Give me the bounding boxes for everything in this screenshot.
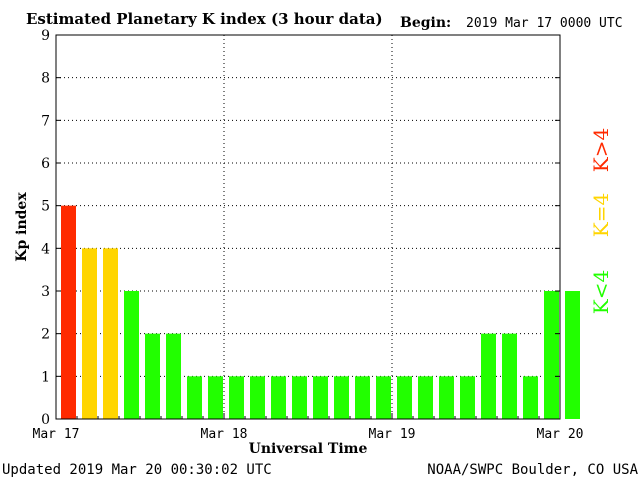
legend-k-greater-4: K>4 — [589, 128, 613, 172]
y-axis-ticks: 0 1 2 3 4 5 6 7 8 9 — [41, 28, 560, 428]
kp-bar — [292, 376, 307, 419]
x-tick-label: Mar 18 — [201, 427, 248, 442]
y-tick-label: 0 — [41, 412, 50, 428]
grid-lines — [56, 35, 560, 419]
kp-bar — [439, 376, 454, 419]
x-tick-label: Mar 20 — [537, 427, 584, 442]
source-credit: NOAA/SWPC Boulder, CO USA — [427, 462, 638, 478]
updated-timestamp: Updated 2019 Mar 20 00:30:02 UTC — [2, 462, 272, 478]
chart-title: Estimated Planetary K index (3 hour data… — [26, 10, 383, 28]
legend: K>4 K=4 K<4 — [589, 128, 613, 314]
kp-bar — [229, 376, 244, 419]
y-tick-label: 2 — [41, 327, 50, 343]
begin-label: Begin: — [400, 15, 451, 31]
x-axis-ticks: Mar 17 Mar 18 Mar 19 Mar 20 — [33, 413, 584, 442]
kp-bar — [103, 248, 118, 419]
x-tick-label: Mar 19 — [369, 427, 416, 442]
y-tick-label: 5 — [41, 199, 50, 215]
x-tick-label: Mar 17 — [33, 427, 80, 442]
kp-bar — [271, 376, 286, 419]
y-tick-label: 9 — [41, 28, 50, 44]
bars — [61, 205, 580, 419]
kp-bar — [334, 376, 349, 419]
plot-frame — [55, 34, 561, 420]
kp-bar — [124, 291, 139, 419]
y-tick-label: 7 — [41, 113, 50, 129]
kp-bar — [313, 376, 328, 419]
kp-bar — [355, 376, 370, 419]
y-tick-label: 3 — [41, 284, 50, 300]
kp-bar — [61, 205, 76, 419]
kp-bar — [397, 376, 412, 419]
kp-bar — [565, 291, 580, 419]
y-axis-label: Kp index — [14, 192, 30, 262]
kp-bar — [376, 376, 391, 419]
kp-bar — [145, 333, 160, 419]
kp-bar — [208, 376, 223, 419]
x-axis-label: Universal Time — [249, 441, 368, 457]
kp-bar — [460, 376, 475, 419]
kp-bar — [250, 376, 265, 419]
kp-bar — [502, 333, 517, 419]
kp-bar — [166, 333, 181, 419]
kp-bar — [481, 333, 496, 419]
begin-value: 2019 Mar 17 0000 UTC — [466, 16, 623, 31]
kp-bar — [523, 376, 538, 419]
kp-bar — [544, 291, 559, 419]
y-tick-label: 8 — [41, 71, 50, 87]
legend-k-less-4: K<4 — [589, 270, 613, 314]
kp-bar — [187, 376, 202, 419]
y-tick-label: 1 — [41, 369, 50, 385]
kp-bar — [418, 376, 433, 419]
y-tick-label: 4 — [41, 241, 50, 257]
kp-bar — [82, 248, 97, 419]
legend-k-equals-4: K=4 — [589, 193, 613, 237]
y-tick-label: 6 — [41, 156, 50, 172]
